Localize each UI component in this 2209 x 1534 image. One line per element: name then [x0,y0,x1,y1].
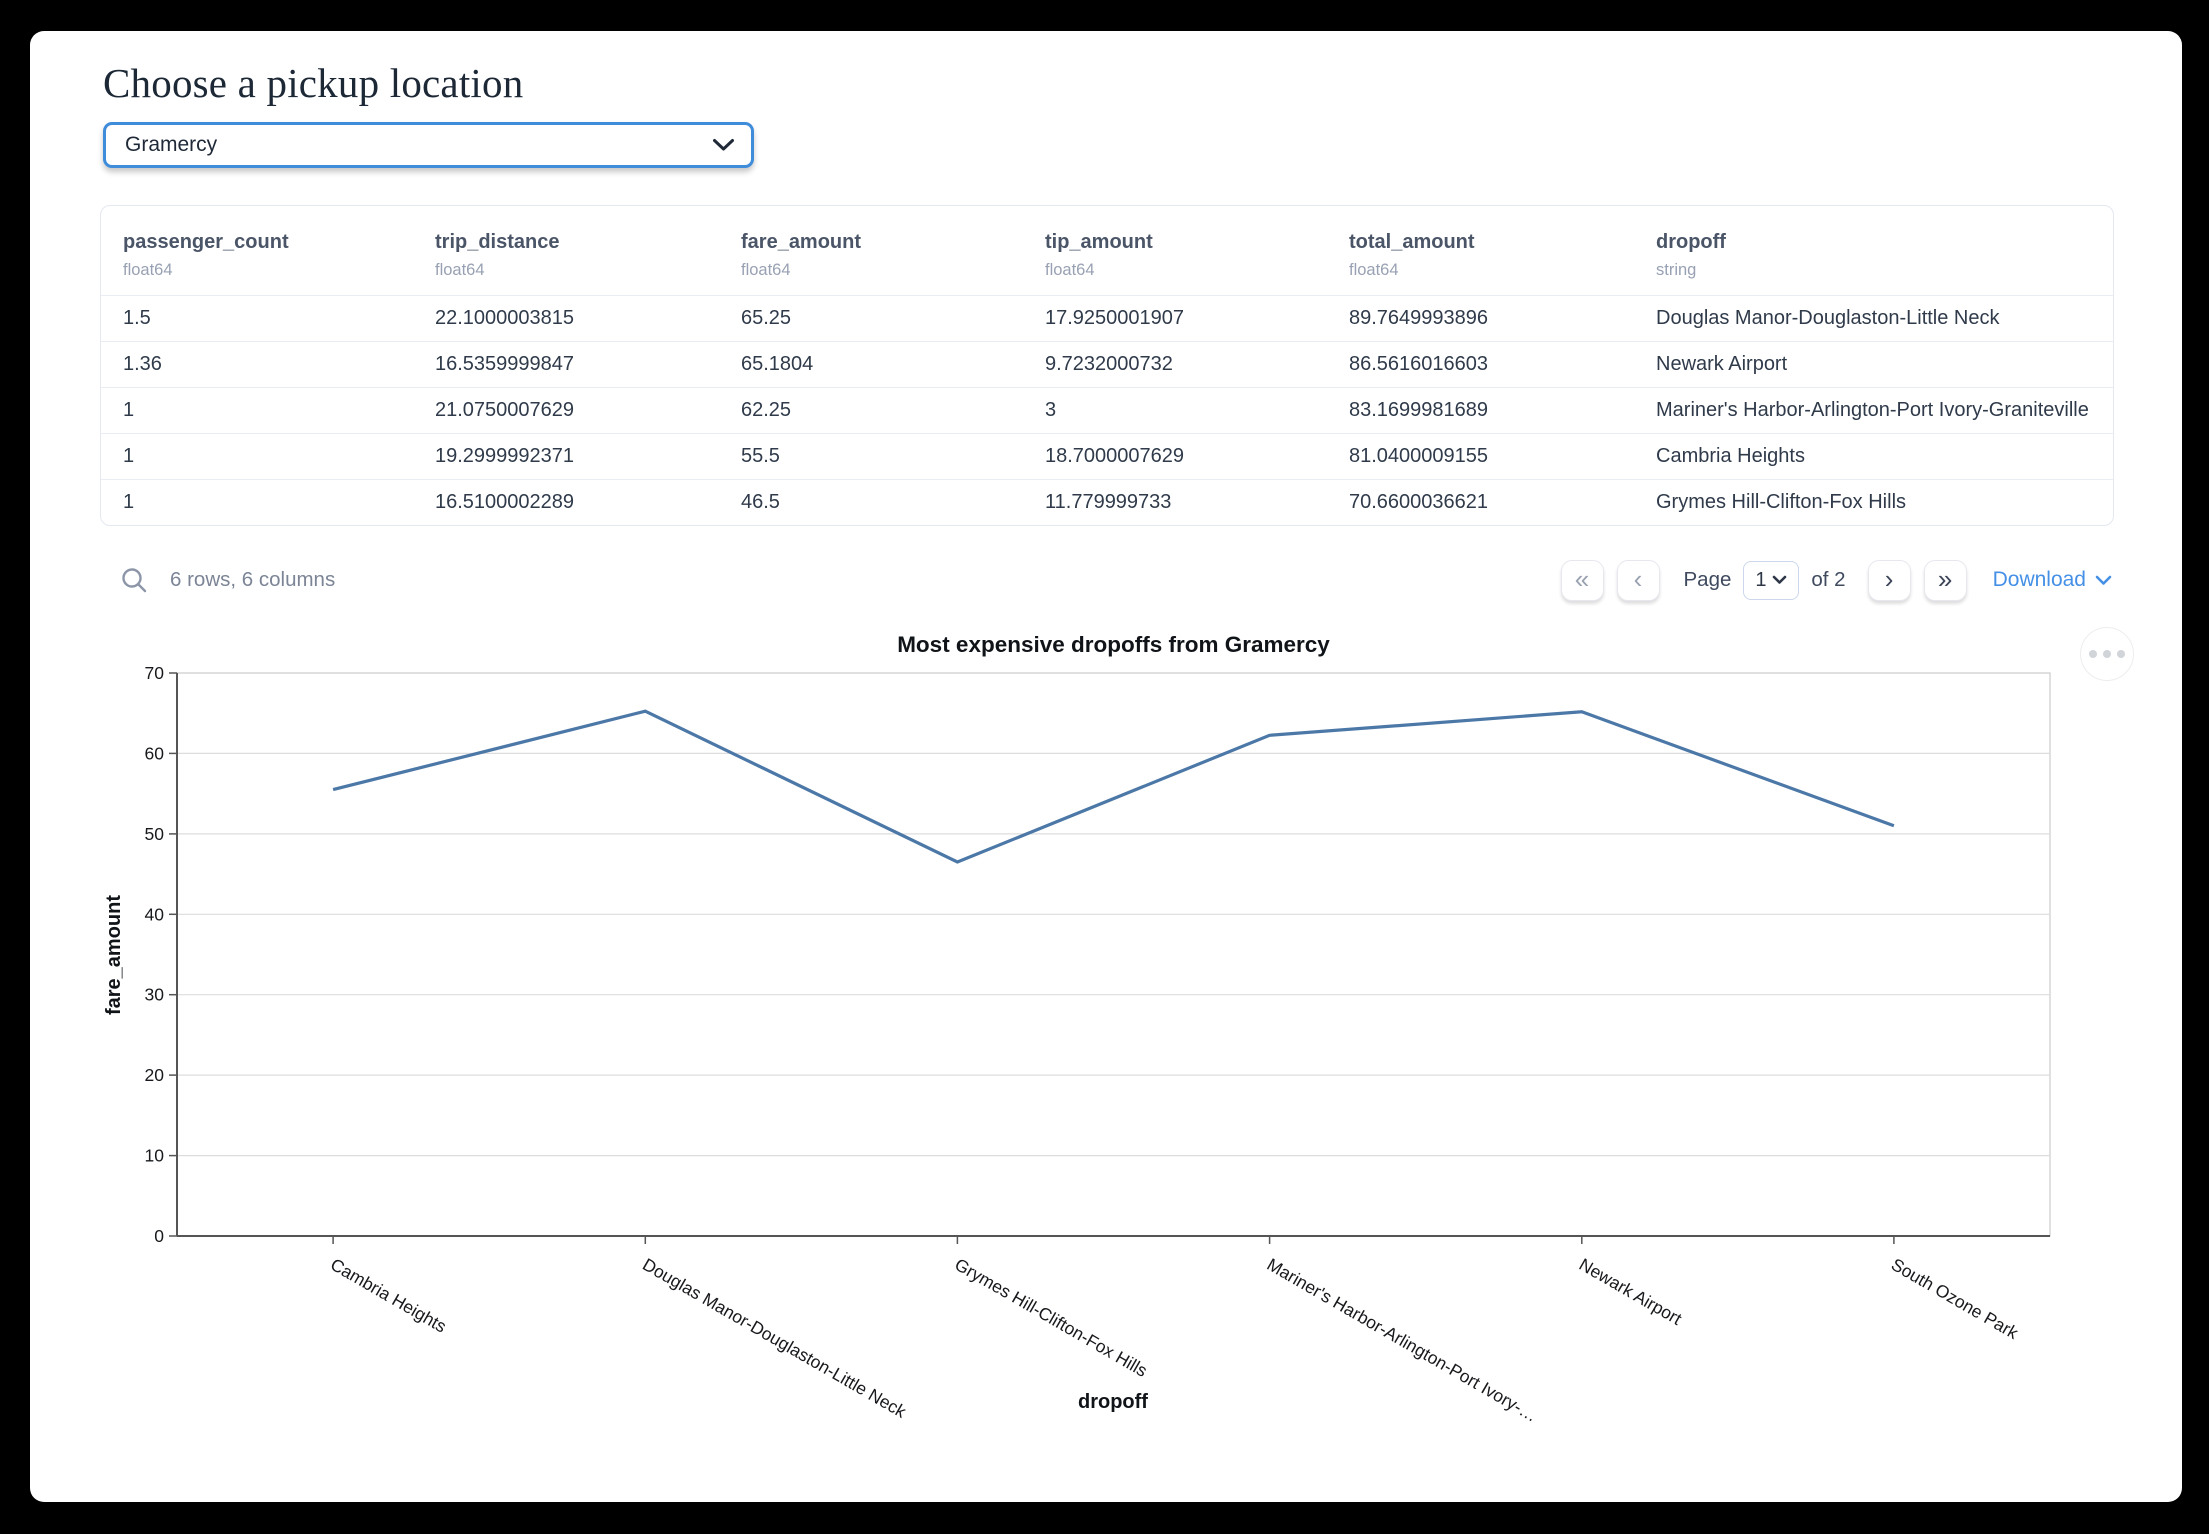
x-axis-title: dropoff [1078,1391,1148,1413]
table-cell: Mariner's Harbor-Arlington-Port Ivory-Gr… [1634,387,2113,434]
first-page-button[interactable]: « [1560,559,1604,601]
svg-text:40: 40 [145,904,165,924]
svg-text:Grymes Hill-Clifton-Fox Hills: Grymes Hill-Clifton-Fox Hills [951,1254,1151,1381]
table-cell: 16.5100002289 [413,479,719,525]
table-cell: 65.1804 [719,341,1023,388]
table-cell: 55.5 [719,433,1023,480]
table-row[interactable]: 1 16.5100002289 46.5 11.779999733 70.6600036… [101,479,2113,525]
table-cell: 11.779999733 [1023,479,1327,525]
pickup-location-value: Gramercy [125,133,218,156]
table-cell: 21.0750007629 [413,387,719,434]
table-cell: 1 [101,479,413,525]
prev-page-button[interactable]: ‹ [1616,559,1660,601]
table-cell: 1.5 [101,295,413,342]
chart-svg: 0 10 20 30 40 50 60 70 Cambria Heights Douglas Ma… [103,663,2051,1426]
page-label: Page [1683,568,1732,591]
table-cell: 1 [101,387,413,434]
table-cell: 9.7232000732 [1023,341,1327,388]
download-label: Download [1992,568,2086,591]
column-header-tip_amount[interactable]: tip_amount float64 [1045,231,1153,279]
table-cell: 1.36 [101,341,413,388]
table-cell: Grymes Hill-Clifton-Fox Hills [1634,479,2113,525]
svg-text:South Ozone Park: South Ozone Park [1888,1254,2022,1343]
table-cell: 18.7000007629 [1023,433,1327,480]
pagination-controls: « ‹ Page 1 of 2 › » Download [1560,559,2113,601]
table-cell: 1 [101,433,413,480]
download-button[interactable]: Download [1993,568,2112,592]
table-row[interactable]: 1 21.0750007629 62.25 3 83.1699981689 Mariner… [101,387,2113,434]
table-cell: 70.6600036621 [1327,479,1634,525]
next-page-button[interactable]: › [1867,559,1911,601]
svg-text:60: 60 [145,743,165,763]
svg-text:Newark Airport: Newark Airport [1576,1254,1686,1329]
column-header-trip_distance[interactable]: trip_distance float64 [435,231,560,279]
table-cell: 3 [1023,387,1327,434]
table-cell: 22.1000003815 [413,295,719,342]
column-header-fare_amount[interactable]: fare_amount float64 [741,231,862,279]
svg-text:20: 20 [145,1065,165,1085]
ellipsis-icon [2089,650,2097,658]
chart-menu-button[interactable] [2080,627,2134,681]
table-summary: 6 rows, 6 columns [170,568,336,591]
table-row[interactable]: 1.5 22.1000003815 65.25 17.9250001907 89.764… [101,295,2113,342]
table-cell: Newark Airport [1634,341,2113,388]
pickup-location-select[interactable]: Gramercy [103,122,754,168]
svg-text:30: 30 [145,985,165,1005]
table-body: 1.5 22.1000003815 65.25 17.9250001907 89.764… [101,295,2113,525]
svg-text:Mariner's Harbor-Arlington-Por: Mariner's Harbor-Arlington-Port Ivory-… [1264,1254,1541,1426]
data-table: passenger_count float64 trip_distance float… [100,205,2114,526]
page-total-label: of 2 [1811,568,1846,591]
column-header-total_amount[interactable]: total_amount float64 [1349,231,1475,279]
table-cell: 65.25 [719,295,1023,342]
y-axis-title: fare_amount [103,895,125,1015]
table-cell: 19.2999992371 [413,433,719,480]
page-number-value: 1 [1755,568,1767,591]
table-row[interactable]: 1 19.2999992371 55.5 18.7000007629 81.040000… [101,433,2113,480]
page-title: Choose a pickup location [103,60,524,106]
search-icon[interactable] [120,566,148,594]
table-footer: 6 rows, 6 columns « ‹ Page 1 of 2 › » Do… [100,551,2112,609]
table-cell: 46.5 [719,479,1023,525]
svg-text:Cambria Heights: Cambria Heights [327,1254,450,1337]
page-number-select[interactable]: 1 [1743,560,1800,600]
table-cell: 86.5616016603 [1327,341,1634,388]
svg-text:10: 10 [145,1146,165,1166]
table-cell: 89.7649993896 [1327,295,1634,342]
table-cell: 17.9250001907 [1023,295,1327,342]
table-cell: Douglas Manor-Douglaston-Little Neck [1634,295,2113,342]
table-cell: 81.0400009155 [1327,433,1634,480]
chevron-down-icon [712,138,735,152]
svg-text:0: 0 [154,1226,164,1246]
table-header-row: passenger_count float64 trip_distance float… [101,206,2113,296]
chevron-down-icon [1772,575,1787,585]
table-row[interactable]: 1.36 16.5359999847 65.1804 9.7232000732 86.5… [101,341,2113,388]
table-cell: 83.1699981689 [1327,387,1634,434]
column-header-dropoff[interactable]: dropoff string [1656,231,1726,279]
table-cell: Cambria Heights [1634,433,2113,480]
svg-text:70: 70 [145,663,165,683]
svg-text:Douglas Manor-Douglaston-Littl: Douglas Manor-Douglaston-Little Neck [639,1254,910,1422]
chart-title: Most expensive dropoffs from Gramercy [897,632,1330,657]
svg-text:50: 50 [145,824,165,844]
last-page-button[interactable]: » [1923,559,1967,601]
table-cell: 16.5359999847 [413,341,719,388]
column-header-passenger_count[interactable]: passenger_count float64 [123,231,289,279]
table-cell: 62.25 [719,387,1023,434]
app-card: Choose a pickup location Gramercy passen… [30,31,2182,1502]
chevron-down-icon [2095,575,2112,586]
